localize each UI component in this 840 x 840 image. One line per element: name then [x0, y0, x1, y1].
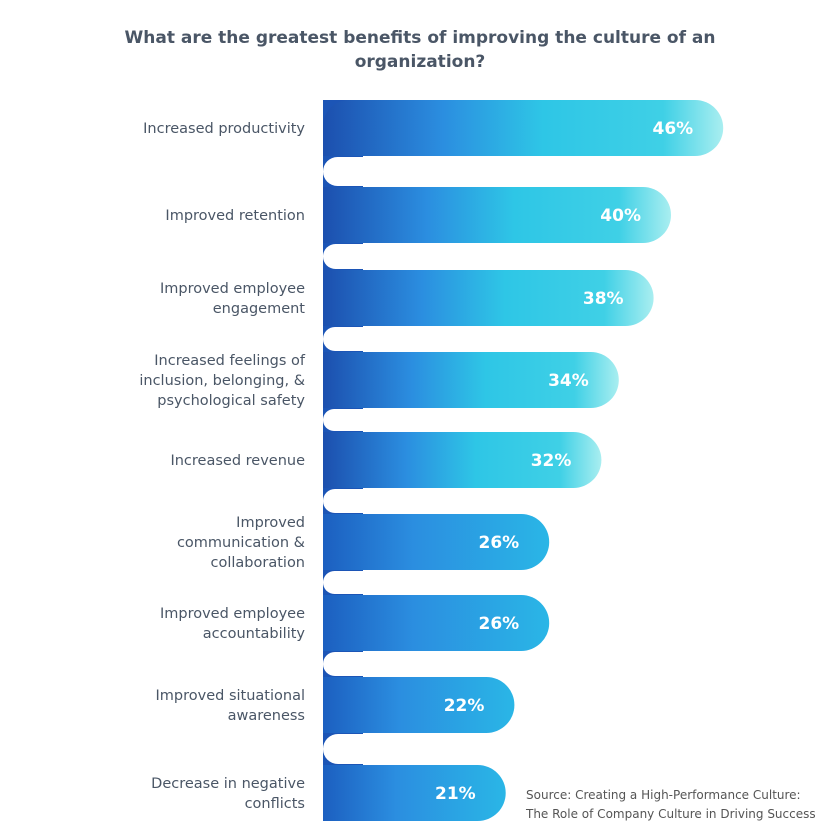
value-label: 32% [531, 451, 572, 471]
category-label-line: Increased revenue [170, 453, 305, 469]
bar-gap [323, 244, 681, 269]
source-note: Source: Creating a High-Performance Cult… [526, 786, 816, 824]
bar [323, 514, 550, 570]
value-label: 22% [444, 696, 485, 716]
category-label: Improved communication & collaboration [177, 515, 305, 571]
category-label: Improved employee accountability [160, 606, 305, 642]
category-label-line: Improved [236, 515, 305, 531]
category-label: Increased revenue [170, 453, 305, 469]
value-label: 21% [435, 784, 476, 804]
category-label: Improved employee engagement [160, 281, 305, 317]
value-label: 38% [583, 289, 624, 309]
bar [323, 187, 671, 243]
category-label: Increased feelings of inclusion, belongin… [139, 353, 306, 409]
bar [323, 595, 550, 651]
bar-gap [323, 157, 734, 186]
chart-title: What are the greatest benefits of improv… [124, 28, 716, 72]
category-label-line: conflicts [245, 796, 305, 812]
value-label: 26% [478, 614, 519, 634]
bar [323, 765, 506, 821]
category-label-line: awareness [228, 708, 305, 724]
category-label-line: Improved employee [160, 606, 305, 622]
bar-gap [323, 327, 664, 351]
bar-gap [323, 489, 612, 513]
source-line-2: The Role of Company Culture in Driving S… [526, 807, 816, 821]
bar [323, 100, 724, 156]
bar-gap [323, 652, 560, 676]
category-label-line: Increased productivity [143, 121, 305, 137]
bar-gap [323, 571, 560, 594]
category-label: Increased productivity [143, 121, 305, 137]
category-label-line: Improved employee [160, 281, 305, 297]
category-label-line: Improved situational [156, 688, 305, 704]
category-label-line: inclusion, belonging, & [139, 373, 305, 389]
value-label: 34% [548, 371, 589, 391]
category-label-line: Increased feelings of [154, 353, 306, 369]
category-label: Decrease in negative conflicts [151, 776, 305, 812]
category-label: Improved retention [165, 208, 305, 224]
bar [323, 270, 654, 326]
bar [323, 677, 515, 733]
category-label-line: Improved retention [165, 208, 305, 224]
bar-gap [323, 409, 629, 431]
value-label: 26% [478, 533, 519, 553]
category-label-line: accountability [203, 626, 306, 642]
category-label: Improved situational awareness [156, 688, 305, 724]
value-label: 40% [600, 206, 641, 226]
bar [323, 352, 619, 408]
category-label-line: Decrease in negative [151, 776, 305, 792]
value-label: 46% [652, 119, 693, 139]
bar [323, 432, 602, 488]
source-line-1: Source: Creating a High-Performance Cult… [526, 788, 801, 802]
category-label-line: engagement [213, 301, 306, 317]
category-label-line: communication & [177, 535, 305, 551]
category-label-line: collaboration [211, 555, 305, 571]
category-label-line: psychological safety [157, 393, 305, 409]
bar-gap [323, 734, 525, 764]
